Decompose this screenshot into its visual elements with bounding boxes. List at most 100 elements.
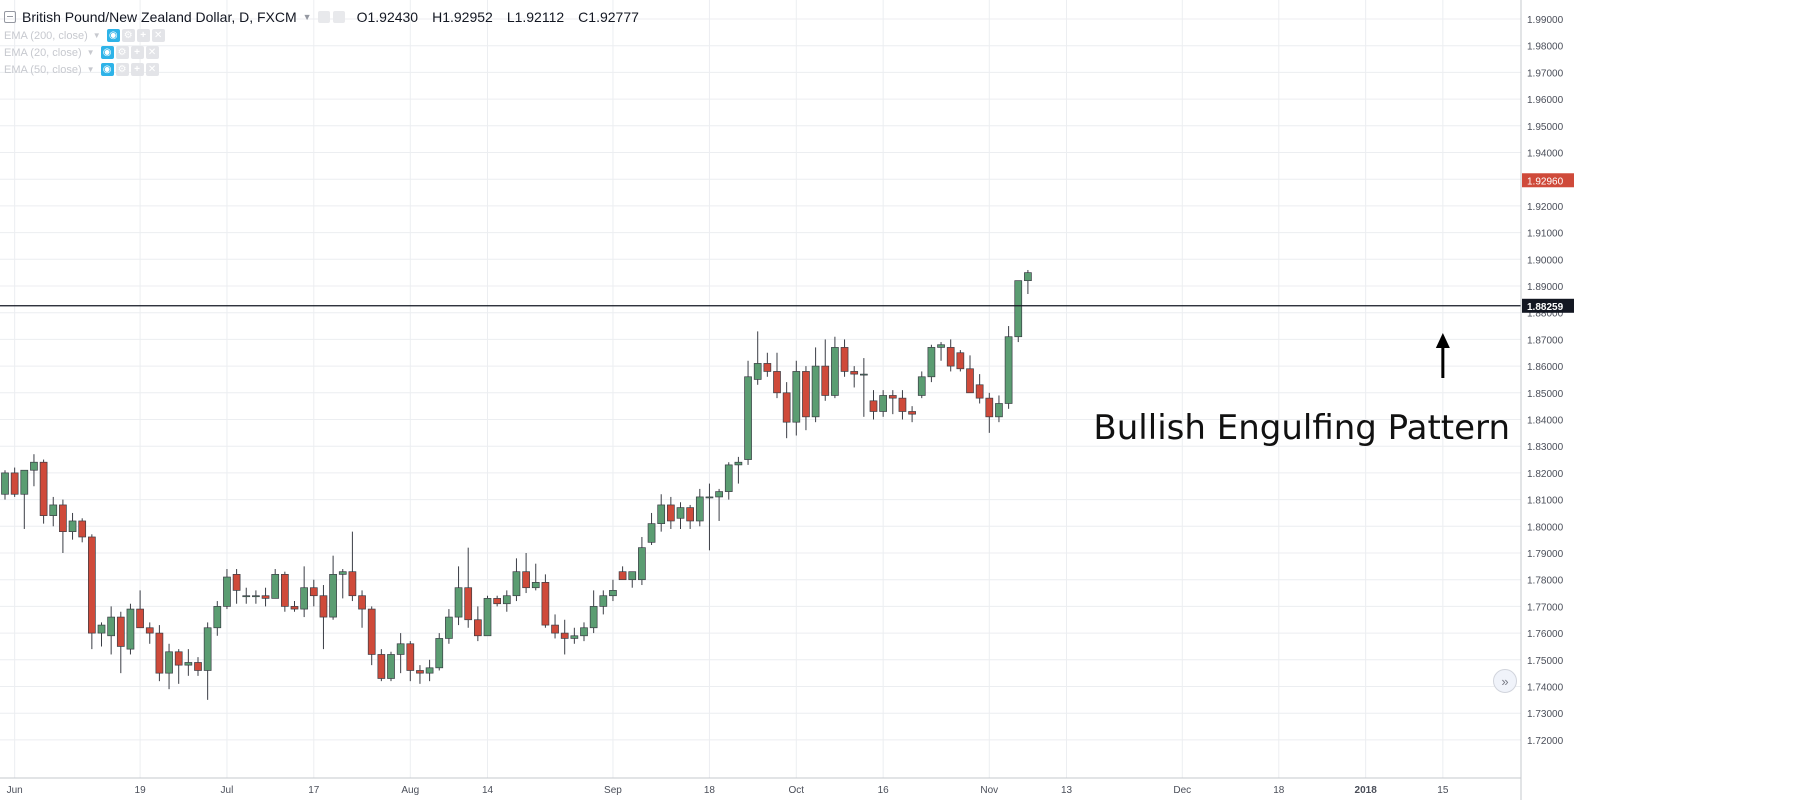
level-price-label: 1.88259 bbox=[1527, 302, 1564, 313]
eye-icon[interactable]: ◉ bbox=[100, 63, 114, 76]
candle-body bbox=[773, 371, 781, 394]
chevron-down-icon[interactable]: ▼ bbox=[86, 48, 95, 57]
candle bbox=[512, 558, 521, 602]
scroll-to-realtime-button[interactable]: » bbox=[1493, 669, 1517, 693]
candle bbox=[695, 488, 704, 527]
candle-body bbox=[425, 667, 434, 674]
candle-body bbox=[831, 347, 839, 396]
candle-body bbox=[802, 371, 810, 418]
chevron-down-icon[interactable]: ▼ bbox=[302, 12, 312, 22]
candle bbox=[184, 649, 193, 676]
candle-body bbox=[975, 384, 984, 399]
candle bbox=[174, 649, 183, 684]
candle bbox=[290, 601, 299, 612]
candle-body bbox=[908, 411, 916, 415]
candle bbox=[831, 336, 839, 399]
settings-icon[interactable]: ⚙ bbox=[115, 63, 129, 76]
candle-body bbox=[367, 608, 376, 655]
candle-body bbox=[647, 523, 656, 543]
candle-body bbox=[502, 595, 511, 605]
y-tick-label: 1.86000 bbox=[1527, 362, 1564, 373]
candle bbox=[859, 358, 868, 417]
candle-body bbox=[715, 491, 723, 498]
eye-icon[interactable]: ◉ bbox=[106, 29, 120, 42]
x-tick-label: 18 bbox=[1273, 785, 1285, 796]
candle bbox=[358, 590, 366, 628]
candle-body bbox=[49, 504, 58, 516]
plus-icon[interactable]: + bbox=[130, 46, 144, 59]
plus-icon[interactable]: + bbox=[130, 63, 144, 76]
chevron-down-icon[interactable]: ▼ bbox=[86, 65, 95, 74]
y-tick-label: 1.90000 bbox=[1527, 255, 1564, 266]
x-tick-label: Oct bbox=[789, 785, 805, 796]
candle bbox=[666, 496, 675, 529]
open-value: O1.92430 bbox=[356, 9, 419, 25]
settings-icon[interactable] bbox=[317, 11, 330, 23]
candle-body bbox=[927, 347, 936, 378]
candle bbox=[850, 366, 859, 388]
y-tick-label: 1.95000 bbox=[1527, 122, 1564, 133]
candle bbox=[869, 390, 878, 420]
candle-body bbox=[174, 651, 183, 666]
collapse-icon[interactable] bbox=[4, 11, 16, 23]
study-ema-50[interactable]: EMA (50, close) ▼ ◉ ⚙ + ✕ bbox=[4, 61, 167, 78]
y-tick-label: 1.83000 bbox=[1527, 442, 1564, 453]
candle bbox=[126, 603, 135, 655]
close-icon[interactable]: ✕ bbox=[145, 46, 159, 59]
study-label: EMA (50, close) bbox=[4, 63, 82, 76]
settings-icon[interactable]: ⚙ bbox=[121, 29, 135, 42]
candle bbox=[628, 571, 637, 588]
candle-body bbox=[869, 400, 878, 412]
candle-body bbox=[560, 632, 569, 639]
candle-body bbox=[155, 632, 164, 674]
candle bbox=[531, 563, 540, 591]
candle bbox=[136, 590, 144, 629]
candle-body bbox=[454, 587, 463, 618]
candle-body bbox=[493, 598, 501, 605]
x-tick-label: 16 bbox=[878, 785, 890, 796]
candle-body bbox=[445, 616, 453, 639]
study-ema-20[interactable]: EMA (20, close) ▼ ◉ ⚙ + ✕ bbox=[4, 44, 167, 61]
candle bbox=[107, 606, 116, 655]
candle-body bbox=[859, 373, 868, 376]
candle-body bbox=[309, 587, 318, 597]
candle bbox=[445, 609, 453, 644]
candle-body bbox=[300, 587, 308, 610]
y-tick-label: 1.98000 bbox=[1527, 42, 1564, 53]
candle bbox=[242, 587, 251, 604]
candle-body bbox=[531, 582, 540, 589]
candle bbox=[811, 347, 820, 423]
candle bbox=[232, 569, 241, 604]
candle-body bbox=[474, 619, 482, 637]
close-icon[interactable]: ✕ bbox=[151, 29, 165, 42]
candle-body bbox=[68, 520, 77, 532]
chevron-down-icon[interactable]: ▼ bbox=[92, 31, 101, 40]
eye-icon[interactable]: ◉ bbox=[100, 46, 114, 59]
candle-body bbox=[609, 590, 617, 597]
level-price-badge bbox=[1522, 298, 1574, 313]
candle-body bbox=[464, 587, 473, 621]
candle bbox=[580, 622, 588, 642]
symbol-title[interactable]: British Pound/New Zealand Dollar, D, FXC… bbox=[22, 9, 297, 25]
candle bbox=[1024, 269, 1032, 295]
study-ema-200[interactable]: EMA (200, close) ▼ ◉ ⚙ + ✕ bbox=[4, 27, 167, 44]
plus-icon[interactable]: + bbox=[136, 29, 150, 42]
y-tick-label: 1.81000 bbox=[1527, 496, 1564, 507]
candle-body bbox=[811, 365, 820, 418]
candle-body bbox=[329, 574, 337, 618]
x-tick-label: 15 bbox=[1437, 785, 1449, 796]
settings-icon[interactable]: ⚙ bbox=[115, 46, 129, 59]
y-tick-label: 1.75000 bbox=[1527, 656, 1564, 667]
candle bbox=[821, 339, 830, 401]
candle-body bbox=[39, 461, 48, 516]
y-tick-label: 1.99000 bbox=[1527, 15, 1564, 26]
visibility-icon[interactable] bbox=[332, 11, 345, 23]
study-label: EMA (200, close) bbox=[4, 29, 88, 42]
candle bbox=[387, 651, 395, 682]
close-value: C1.92777 bbox=[578, 9, 639, 25]
close-icon[interactable]: ✕ bbox=[145, 63, 159, 76]
last-price-badge bbox=[1522, 173, 1574, 188]
candle bbox=[647, 512, 656, 545]
candle-body bbox=[387, 654, 395, 679]
